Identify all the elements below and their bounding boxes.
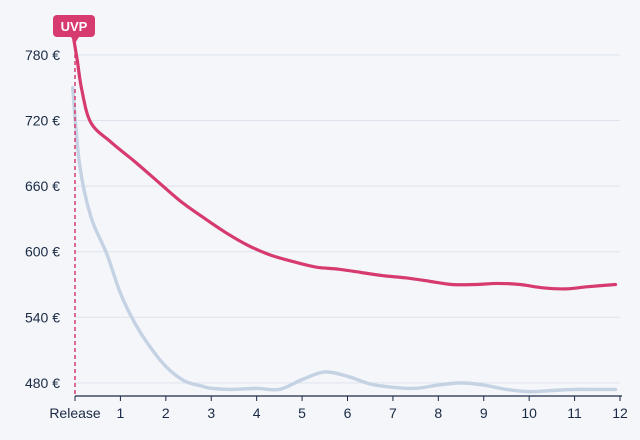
- x-tick-label: 4: [253, 405, 261, 421]
- x-tick-label: 7: [389, 405, 397, 421]
- grid: [75, 54, 620, 384]
- x-tick-label: 2: [162, 405, 170, 421]
- axes: 480 €540 €600 €660 €720 €780 €Release 1 2 3…: [25, 47, 628, 421]
- y-tick-label: 480 €: [25, 375, 60, 391]
- uvp-label: UVP: [61, 19, 88, 34]
- price-line-secondary: [71, 86, 618, 394]
- uvp-badge: [53, 15, 95, 37]
- uvp-badge-pointer: [71, 37, 79, 43]
- x-tick-label: 10: [521, 405, 537, 421]
- y-tick-label: 600 €: [25, 244, 60, 260]
- y-tick-label: 780 €: [25, 47, 60, 63]
- x-tick-label: 9: [480, 405, 488, 421]
- series-layer: [71, 31, 618, 394]
- uvp-marker: UVP: [53, 15, 95, 396]
- x-tick-label: 6: [344, 405, 352, 421]
- x-tick-label: 11: [567, 405, 582, 421]
- x-tick-label: 3: [207, 405, 215, 421]
- y-tick-label: 660 €: [25, 178, 60, 194]
- price-line-primary: [71, 31, 618, 291]
- x-tick-label: 8: [434, 405, 442, 421]
- y-tick-label: 540 €: [25, 309, 60, 325]
- y-tick-label: 720 €: [25, 113, 60, 129]
- x-tick-label: 5: [298, 405, 306, 421]
- x-tick-label: 12: [612, 405, 628, 421]
- x-tick-label: Release: [49, 405, 101, 421]
- x-tick-label: 1: [117, 405, 125, 421]
